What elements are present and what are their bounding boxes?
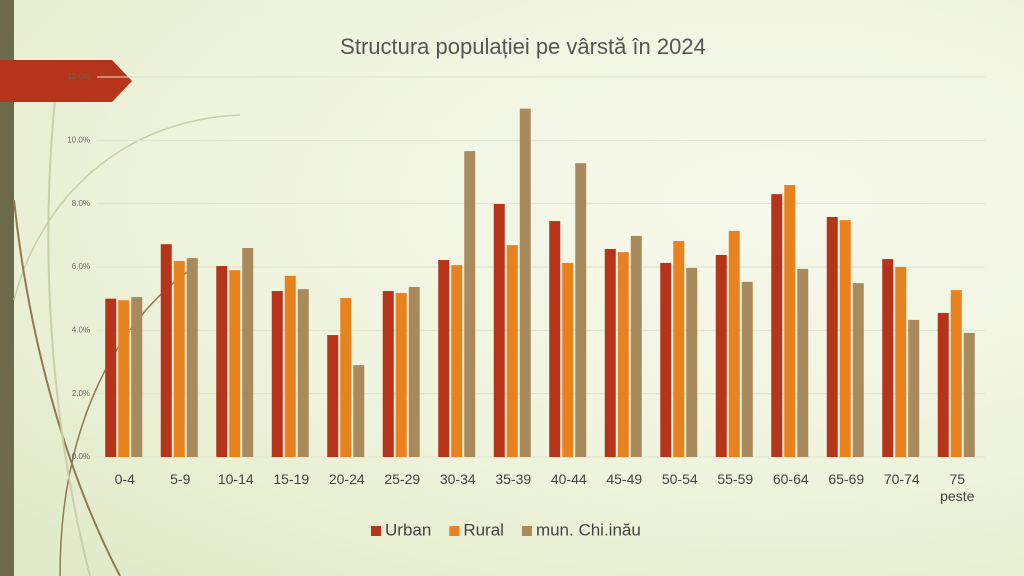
x-tick-label: 15-19: [273, 471, 310, 487]
bar: [673, 241, 685, 457]
decor-curve: [13, 199, 121, 576]
legend-label: mun. Chi.inău: [536, 520, 641, 539]
bar: [826, 216, 838, 457]
x-tick-label: 65-69: [828, 471, 865, 487]
bar: [506, 245, 518, 457]
x-tick-label: 20-24: [328, 471, 365, 487]
y-tick-label: 6.0%: [72, 262, 90, 271]
x-tick-label: 0-4: [114, 471, 135, 487]
bar: [382, 291, 394, 457]
bar: [451, 265, 463, 457]
bar: [105, 298, 117, 457]
bar: [617, 252, 629, 457]
bar: [297, 289, 309, 457]
legend-label: Urban: [385, 520, 431, 539]
bar: [493, 203, 505, 457]
y-tick-label: 0.0%: [72, 452, 90, 461]
bar: [686, 267, 698, 457]
bar: [173, 260, 185, 457]
legend-swatch: [521, 526, 532, 536]
legend-swatch: [371, 526, 381, 536]
bar: [216, 266, 228, 457]
side-stripe: [0, 0, 14, 576]
bar: [340, 298, 352, 457]
chart-title: Structura populației pe vârstă în 2024: [340, 34, 706, 59]
y-tick-label: 2.0%: [72, 389, 90, 398]
bar: [327, 335, 339, 457]
bar: [741, 281, 753, 457]
x-tick-label: 35-39: [495, 471, 532, 487]
bar: [963, 332, 975, 457]
bar: [715, 254, 727, 457]
x-tick-label: 10-14: [217, 471, 254, 487]
bar: [797, 268, 809, 457]
x-tick-label: 50-54: [661, 471, 698, 487]
bar: [229, 270, 241, 457]
x-tick-label: 5-9: [170, 471, 191, 487]
arrow-tab: [0, 60, 132, 102]
bar: [408, 286, 420, 457]
x-tick-label: 70-74: [883, 471, 920, 487]
y-tick-label: 4.0%: [72, 325, 90, 334]
bar: [395, 292, 407, 457]
bar: [131, 297, 143, 457]
bar: [438, 260, 450, 457]
bar: [852, 283, 864, 457]
bar: [937, 312, 949, 457]
bar: [242, 248, 254, 457]
bar: [271, 291, 283, 457]
bar: [895, 267, 907, 457]
bar: [908, 319, 920, 457]
bar: [186, 258, 198, 457]
decor-curve: [47, 99, 91, 576]
bar: [464, 151, 476, 457]
bar: [771, 194, 783, 457]
bar: [519, 108, 531, 458]
x-tick-label: 40-44: [550, 471, 587, 487]
x-tick-label: 45-49: [606, 471, 643, 487]
bar: [728, 230, 740, 457]
bar: [160, 244, 172, 457]
bar: [118, 300, 130, 457]
decor-curve: [13, 114, 241, 301]
bar: [784, 184, 796, 457]
bar: [575, 163, 587, 457]
bar: [660, 262, 672, 457]
bar: [839, 220, 851, 457]
bar: [882, 259, 894, 457]
bar: [284, 275, 296, 457]
bar: [353, 365, 365, 457]
bar: [562, 262, 574, 457]
x-tick-label: 55-59: [717, 471, 754, 487]
bar: [604, 248, 616, 457]
y-tick-label: 12.0%: [67, 72, 90, 81]
x-tick-label: 60-64: [772, 471, 809, 487]
x-tick-label: 75 peste: [940, 471, 975, 504]
bar: [950, 290, 962, 457]
x-tick-label: 25-29: [384, 471, 421, 487]
bar: [549, 221, 561, 457]
x-tick-label: 30-34: [439, 471, 476, 487]
y-tick-label: 10.0%: [67, 135, 90, 144]
legend-label: Rural: [463, 520, 504, 539]
bar: [630, 235, 642, 457]
y-tick-label: 8.0%: [72, 199, 90, 208]
legend-swatch: [449, 526, 460, 536]
